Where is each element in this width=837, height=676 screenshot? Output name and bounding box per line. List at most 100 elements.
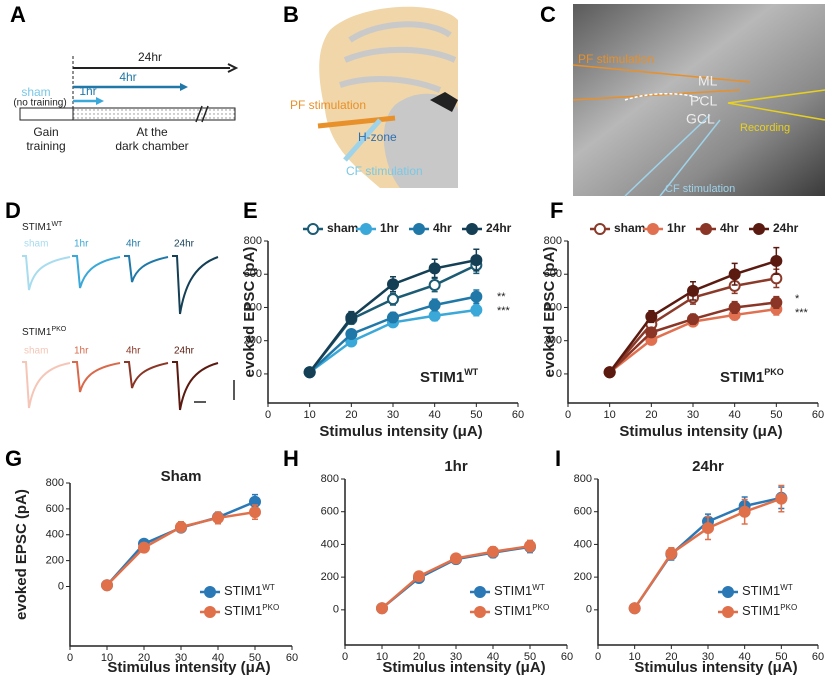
chart-title: 1hr: [444, 458, 468, 475]
legend-sup: PKO: [780, 603, 797, 612]
x-tick-label: 50: [470, 409, 482, 421]
legend-label: sham: [614, 221, 645, 235]
legend-name: 4hr: [720, 221, 739, 235]
trace: [72, 361, 121, 393]
data-point: [487, 545, 499, 558]
legend-sup: PKO: [262, 603, 279, 612]
label: GCL: [686, 111, 715, 127]
x-axis-label: Stimulus intensity (μA): [634, 659, 797, 676]
legend-name: 4hr: [433, 221, 452, 235]
data-point: [303, 366, 316, 379]
y-tick-label: 600: [321, 506, 339, 518]
gene: STIM1: [420, 369, 464, 386]
legend-marker: [594, 223, 606, 235]
y-tick-label: 400: [244, 301, 262, 313]
data-point: [345, 311, 358, 324]
series-line: [106, 500, 256, 587]
data-point: [645, 326, 658, 339]
legend-name: STIM1: [224, 583, 262, 598]
x-tick-label: 10: [376, 651, 388, 663]
x-tick-label: 20: [665, 651, 677, 663]
y-tick-label: 0: [58, 580, 64, 592]
sham-label: sham: [21, 85, 50, 99]
y-axis-label: evoked EPSC (pA): [241, 247, 258, 378]
legend-name: 24hr: [486, 221, 512, 235]
x-axis-label: Stimulus intensity (μA): [619, 423, 782, 440]
data-point: [428, 298, 441, 311]
legend-marker: [700, 223, 712, 235]
sup: WT: [51, 221, 63, 228]
arrowhead: [180, 83, 188, 91]
x-tick-label: 20: [138, 652, 150, 664]
panel-label: C: [540, 2, 556, 27]
x-tick-label: 0: [565, 409, 571, 421]
legend-label: 24hr: [773, 221, 799, 235]
x-tick-label: 40: [212, 652, 224, 664]
panel-label: H: [283, 446, 299, 471]
arrowhead: [227, 63, 239, 73]
panel-b: PF stimulation H-zone CF stimulation: [290, 6, 458, 188]
x-tick-label: 50: [770, 409, 782, 421]
trace-label: sham: [24, 239, 48, 250]
x-tick-label: 40: [429, 409, 441, 421]
y-tick-label: 200: [321, 571, 339, 583]
cf-electrode: [343, 118, 382, 162]
legend-sup: PKO: [532, 603, 549, 612]
x-tick-label: 30: [687, 409, 699, 421]
pf-electrode: [317, 115, 396, 129]
neuron: [430, 92, 458, 112]
legend-label: STIM1WT: [494, 583, 545, 598]
data-point: [249, 506, 261, 519]
legend-name: sham: [614, 221, 645, 235]
data-point: [376, 602, 388, 615]
panel-label: B: [283, 2, 299, 27]
x-tick-label: 10: [629, 651, 641, 663]
y-tick-label: 200: [544, 335, 562, 347]
x-tick-label: 40: [729, 409, 741, 421]
dark-box: [72, 107, 236, 121]
nucleus: [383, 93, 458, 188]
legend-marker: [204, 586, 216, 598]
x-tick-label: 60: [561, 651, 573, 663]
legend-sup: WT: [532, 583, 545, 592]
x-tick-label: 10: [304, 409, 316, 421]
x-tick-label: 0: [67, 652, 73, 664]
data-point: [138, 541, 150, 554]
label: Gain: [33, 125, 58, 139]
data-point: [387, 278, 399, 291]
significance: *: [795, 293, 800, 305]
data-point: [428, 279, 441, 292]
panel-label: E: [243, 198, 258, 223]
genotype-label: STIM1PKO: [720, 367, 784, 386]
arrow-label: 24hr: [138, 50, 162, 64]
y-tick-label: 600: [46, 503, 64, 515]
trace: [72, 255, 121, 289]
x-tick-label: 20: [413, 651, 425, 663]
legend-marker: [466, 223, 478, 235]
legend-label: 24hr: [486, 221, 512, 235]
panel-label: A: [10, 2, 26, 27]
x-tick-label: 30: [702, 651, 714, 663]
legend-name: 24hr: [773, 221, 799, 235]
label: dark chamber: [115, 139, 188, 153]
significance: ***: [795, 307, 809, 319]
label: CF stimulation: [665, 183, 735, 195]
legend-marker: [474, 606, 486, 618]
y-tick-label: 600: [544, 268, 562, 280]
label: Recording: [740, 122, 790, 134]
data-point: [687, 284, 699, 297]
legend-name: STIM1: [224, 603, 262, 618]
label: CF stimulation: [346, 164, 423, 178]
trace-label: 24hr: [174, 346, 195, 357]
data-point: [470, 254, 483, 267]
arrow-label: 1hr: [79, 84, 96, 98]
data-point: [428, 262, 441, 275]
legend-marker: [307, 223, 319, 235]
x-tick-label: 20: [345, 409, 357, 421]
sup: PKO: [51, 326, 66, 333]
genotype: STIM1PKO: [22, 326, 67, 338]
